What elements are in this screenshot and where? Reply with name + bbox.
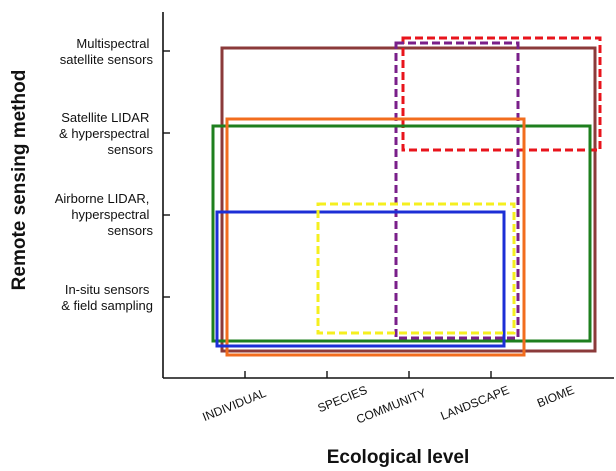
coverage-rect-yellow-dashed <box>316 202 516 335</box>
x-axis-title: Ecological level <box>327 447 470 468</box>
x-level-label-individual: INDIVIDUAL <box>200 386 268 424</box>
coverage-rect-purple-dashed <box>394 41 520 340</box>
coverage-rect-red-dashed <box>401 36 602 152</box>
y-level-label-satellite-multispectral: Multispectral satellite sensors <box>60 36 154 67</box>
coverage-rect-blue <box>215 210 506 348</box>
coverage-rect-orange <box>225 117 526 357</box>
coverage-rect-green <box>211 124 592 343</box>
coverage-rect-brown <box>220 46 597 353</box>
x-level-label-biome: BIOME <box>535 383 576 410</box>
x-level-label-landscape: LANDSCAPE <box>438 383 511 423</box>
y-level-label-satellite-lidar: Satellite LIDAR & hyperspectral sensors <box>59 110 153 157</box>
y-level-label-in-situ: In-situ sensors & field sampling <box>61 282 153 313</box>
y-axis-title: Remote sensing method <box>9 70 30 291</box>
y-level-label-airborne-lidar: Airborne LIDAR, hyperspectral sensors <box>55 191 154 238</box>
